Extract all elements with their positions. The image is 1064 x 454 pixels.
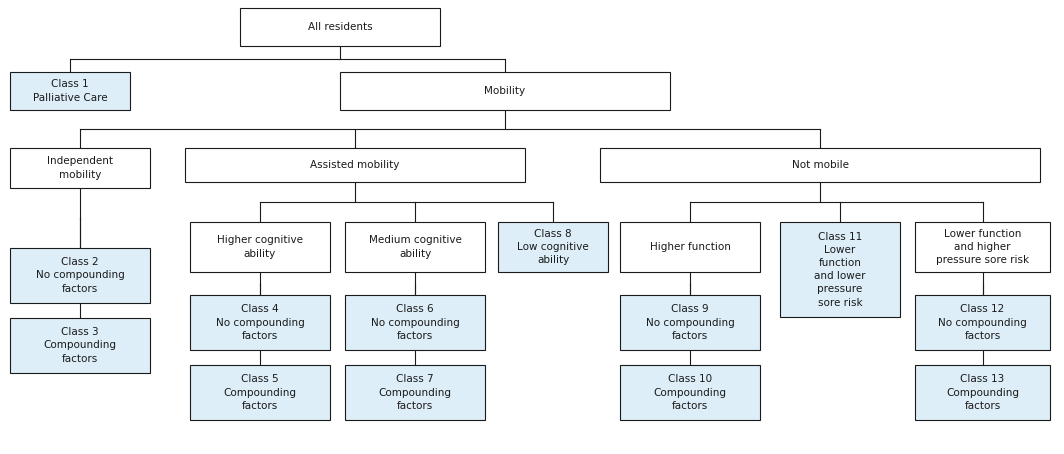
FancyBboxPatch shape	[345, 365, 485, 420]
Text: Independent
mobility: Independent mobility	[47, 156, 113, 180]
FancyBboxPatch shape	[915, 295, 1050, 350]
FancyBboxPatch shape	[190, 295, 330, 350]
FancyBboxPatch shape	[10, 148, 150, 188]
FancyBboxPatch shape	[915, 365, 1050, 420]
Text: Higher cognitive
ability: Higher cognitive ability	[217, 236, 303, 259]
FancyBboxPatch shape	[915, 222, 1050, 272]
Text: Class 8
Low cognitive
ability: Class 8 Low cognitive ability	[517, 229, 588, 265]
Text: Class 7
Compounding
factors: Class 7 Compounding factors	[379, 374, 451, 411]
Text: Class 13
Compounding
factors: Class 13 Compounding factors	[946, 374, 1019, 411]
Text: Higher function: Higher function	[649, 242, 731, 252]
Text: Class 11
Lower
function
and lower
pressure
sore risk: Class 11 Lower function and lower pressu…	[814, 232, 866, 307]
Text: Mobility: Mobility	[484, 86, 526, 96]
FancyBboxPatch shape	[600, 148, 1040, 182]
FancyBboxPatch shape	[345, 295, 485, 350]
Text: Class 10
Compounding
factors: Class 10 Compounding factors	[653, 374, 727, 411]
Text: Class 4
No compounding
factors: Class 4 No compounding factors	[216, 304, 304, 340]
Text: Assisted mobility: Assisted mobility	[311, 160, 400, 170]
FancyBboxPatch shape	[10, 248, 150, 303]
FancyBboxPatch shape	[620, 222, 760, 272]
FancyBboxPatch shape	[620, 295, 760, 350]
Text: Class 12
No compounding
factors: Class 12 No compounding factors	[938, 304, 1027, 340]
Text: Medium cognitive
ability: Medium cognitive ability	[368, 236, 462, 259]
FancyBboxPatch shape	[10, 72, 130, 110]
FancyBboxPatch shape	[340, 72, 670, 110]
FancyBboxPatch shape	[498, 222, 608, 272]
Text: Class 6
No compounding
factors: Class 6 No compounding factors	[370, 304, 460, 340]
Text: Class 9
No compounding
factors: Class 9 No compounding factors	[646, 304, 734, 340]
FancyBboxPatch shape	[345, 222, 485, 272]
Text: Class 1
Palliative Care: Class 1 Palliative Care	[33, 79, 107, 103]
FancyBboxPatch shape	[190, 222, 330, 272]
FancyBboxPatch shape	[620, 365, 760, 420]
FancyBboxPatch shape	[185, 148, 525, 182]
Text: Lower function
and higher
pressure sore risk: Lower function and higher pressure sore …	[936, 229, 1029, 265]
Text: Class 5
Compounding
factors: Class 5 Compounding factors	[223, 374, 297, 411]
FancyBboxPatch shape	[780, 222, 900, 317]
FancyBboxPatch shape	[240, 8, 440, 46]
Text: Not mobile: Not mobile	[792, 160, 848, 170]
FancyBboxPatch shape	[10, 318, 150, 373]
Text: Class 2
No compounding
factors: Class 2 No compounding factors	[35, 257, 124, 294]
FancyBboxPatch shape	[190, 365, 330, 420]
Text: Class 3
Compounding
factors: Class 3 Compounding factors	[44, 327, 116, 364]
Text: All residents: All residents	[307, 22, 372, 32]
